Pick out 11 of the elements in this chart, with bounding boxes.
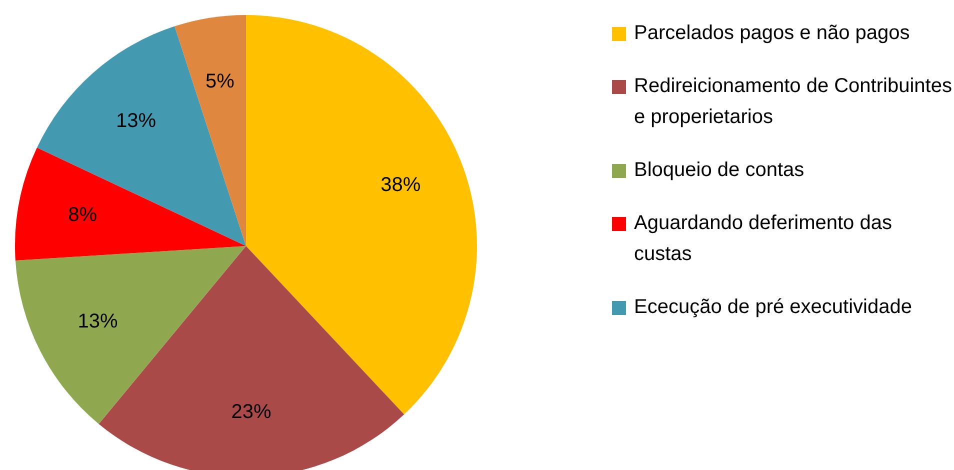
legend-label: Bloqueio de contas [634, 158, 804, 183]
data-label: 8% [68, 204, 98, 226]
legend-label: Redireicionamento de Contribuintes e properietarios [634, 74, 952, 130]
legend-label: Parcelados pagos e não pagos [634, 21, 910, 46]
data-label: 13% [78, 310, 118, 333]
data-label: 13% [116, 110, 156, 132]
data-label: 5% [206, 70, 235, 93]
legend-label: Ececução de pré executividade [634, 295, 912, 320]
data-label: 23% [231, 401, 272, 424]
legend-label: Aguardando deferimento das custas [634, 211, 893, 267]
data-label: 38% [380, 174, 421, 196]
